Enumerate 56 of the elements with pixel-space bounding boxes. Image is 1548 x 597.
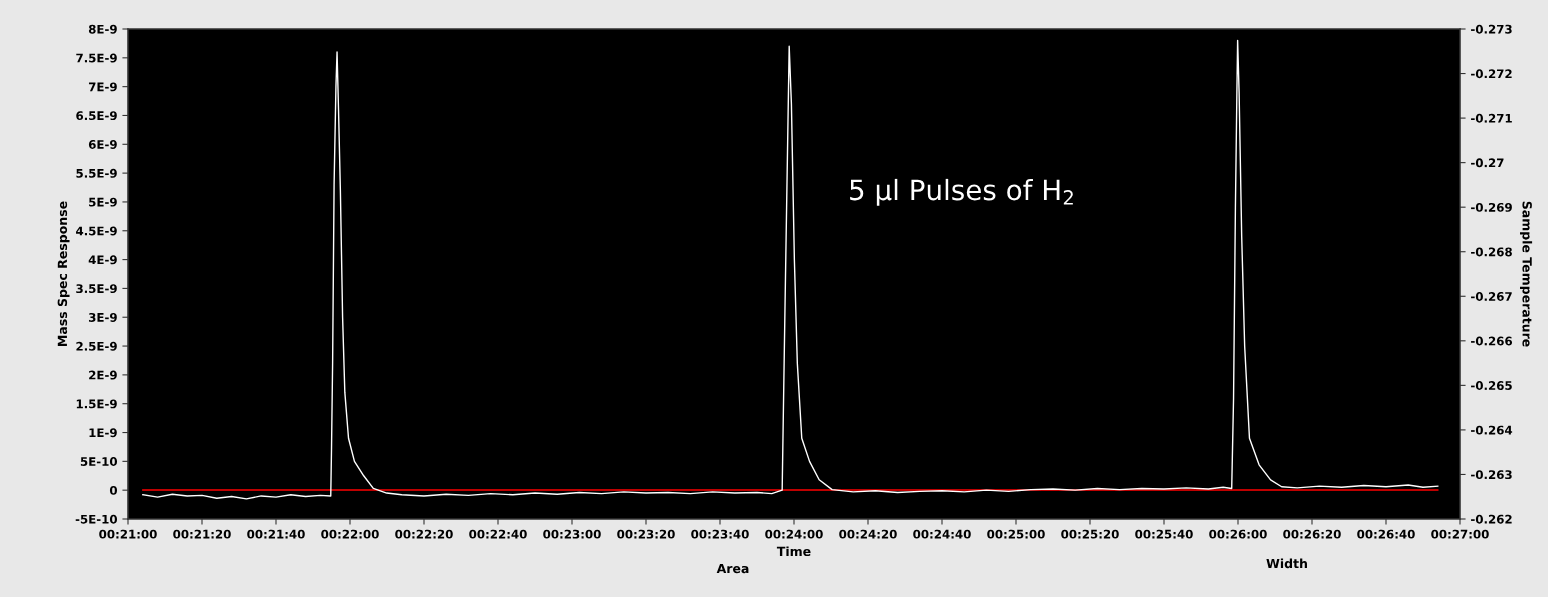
x-tick-label: 00:21:40 xyxy=(247,529,305,539)
y2-tick-label: -0.265 xyxy=(1471,381,1512,391)
x-tick-label: 00:26:20 xyxy=(1283,529,1341,539)
x-tick-label: 00:23:00 xyxy=(543,529,601,539)
x-axis-title: Time xyxy=(776,546,811,557)
x-tick-label: 00:22:20 xyxy=(395,529,453,539)
y-tick-label: 8E-9 xyxy=(88,24,117,34)
x-tick-label: 00:22:40 xyxy=(469,529,527,539)
y-tick-label: 5.5E-9 xyxy=(76,168,117,178)
y2-tick-label: -0.271 xyxy=(1471,113,1512,123)
x-tick-label: 00:25:20 xyxy=(1061,529,1119,539)
y-tick-label: 3E-9 xyxy=(88,312,117,322)
x-tick-label: 00:27:00 xyxy=(1431,529,1489,539)
text: Width xyxy=(1266,558,1307,569)
y2-tick-label: -0.272 xyxy=(1471,69,1512,79)
y2-tick-label: -0.262 xyxy=(1471,514,1512,524)
y2-tick-label: -0.267 xyxy=(1471,292,1512,301)
y-tick-label: 5E-9 xyxy=(89,197,117,207)
x-tick-label: 00:24:20 xyxy=(839,529,897,539)
annotation: 5 μl Pulses of H$_{2}$ xyxy=(850,178,1073,206)
x-tick-label: 00:22:00 xyxy=(321,529,379,539)
x-tick-label: 00:26:40 xyxy=(1357,529,1415,539)
y-tick-label: 5E-10 xyxy=(80,457,118,467)
x-tick-label: 00:25:40 xyxy=(1135,529,1193,539)
y-tick-label: 3.5E-9 xyxy=(76,284,117,294)
y2-tick-label: -0.273 xyxy=(1471,24,1512,34)
y-tick-label: 4.5E-9 xyxy=(76,226,117,236)
line-series xyxy=(142,39,1439,500)
y2-tick-label: -0.266 xyxy=(1471,336,1513,346)
y-tick-label: 6.5E-9 xyxy=(76,111,117,121)
x-tick-label: 00:24:00 xyxy=(765,529,823,539)
x-tick-label: 00:21:20 xyxy=(173,529,231,539)
x-tick-label: 00:24:40 xyxy=(913,529,971,539)
y2-axis-title: Sample Temperature xyxy=(1520,201,1533,347)
x-tick-label: 00:23:40 xyxy=(691,529,749,539)
y-tick-label: 1.5E-9 xyxy=(76,399,117,409)
x-tick-label: 00:25:00 xyxy=(987,529,1045,539)
y-tick-label: 4E-9 xyxy=(88,255,117,265)
y-tick-label: 6E-9 xyxy=(88,140,117,149)
y-tick-label: 2E-9 xyxy=(89,370,117,380)
x-tick-label: 00:21:00 xyxy=(99,529,157,539)
y-tick-label: 7.5E-9 xyxy=(76,53,117,63)
y-axis-title: Mass Spec Response xyxy=(57,201,70,346)
x-tick-label: 00:23:20 xyxy=(617,529,675,539)
text: Area xyxy=(716,563,749,574)
y2-tick-label: -0.264 xyxy=(1471,425,1513,435)
y-tick-label: 0 xyxy=(109,485,118,495)
y-tick-label: 1E-9 xyxy=(89,428,117,438)
x-tick-label: 00:26:00 xyxy=(1209,529,1267,539)
y-tick-label: 7E-9 xyxy=(88,82,117,92)
y-tick-label: -5E-10 xyxy=(75,514,118,524)
y2-tick-label: -0.269 xyxy=(1471,202,1512,212)
y2-tick-label: -0.27 xyxy=(1471,158,1504,168)
y2-tick-label: -0.268 xyxy=(1471,247,1512,257)
y2-tick-label: -0.263 xyxy=(1471,470,1512,480)
y-tick-label: 2.5E-9 xyxy=(76,341,117,351)
